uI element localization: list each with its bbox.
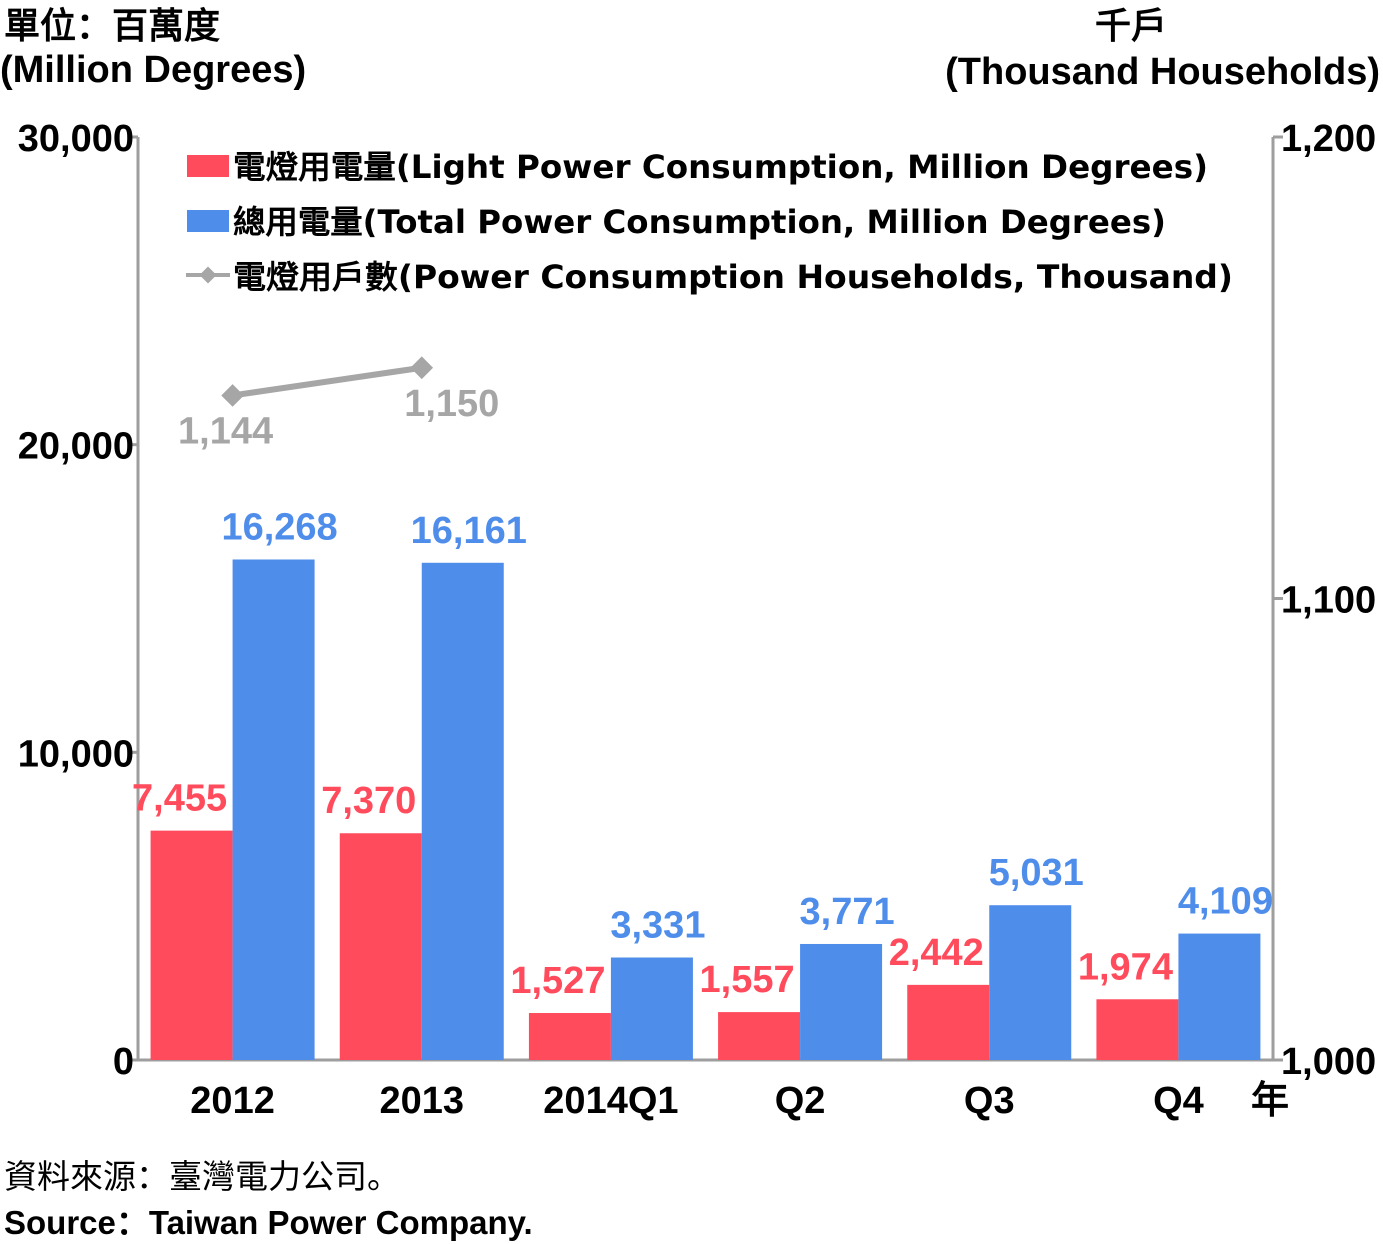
right-tick-label: 1,100 xyxy=(1281,580,1376,622)
households-point xyxy=(410,356,434,380)
x-tick-label: Q3 xyxy=(964,1080,1015,1122)
label-light-consumption: 7,455 xyxy=(132,778,227,820)
households-line xyxy=(221,356,434,407)
source-en: Source：Taiwan Power Company. xyxy=(4,1204,533,1241)
bar-total-consumption xyxy=(1178,933,1261,1060)
label-total-consumption: 16,161 xyxy=(411,510,527,552)
legend: 電燈用電量(Light Power Consumption, Million D… xyxy=(186,148,1233,296)
bar-light-consumption xyxy=(339,833,422,1060)
label-light-consumption: 7,370 xyxy=(321,780,416,822)
bar-light-consumption xyxy=(718,1012,801,1060)
right-axis-ticks: 1,000 1,100 1,200 xyxy=(1273,118,1376,1083)
label-households: 1,150 xyxy=(404,383,499,425)
x-axis-labels: 2012 2013 2014Q1 Q2 Q3 Q4 xyxy=(190,1080,1203,1122)
legend-label-households: 電燈用戶數(Power Consumption Households, Thou… xyxy=(233,258,1233,296)
right-tick-label: 1,200 xyxy=(1281,118,1376,160)
label-total-consumption: 5,031 xyxy=(989,852,1084,894)
x-axis-suffix: 年 xyxy=(1251,1078,1289,1122)
bar-total-consumption xyxy=(610,957,693,1060)
x-tick-label: 2012 xyxy=(190,1080,275,1122)
label-households: 1,144 xyxy=(178,410,273,452)
x-tick-label: Q2 xyxy=(775,1080,826,1122)
legend-label-total: 總用電量(Total Power Consumption, Million De… xyxy=(233,203,1166,241)
left-axis-ticks: 0 10,000 20,000 30,000 xyxy=(18,118,138,1083)
label-total-consumption: 3,331 xyxy=(610,905,705,947)
x-tick-label: 2013 xyxy=(379,1080,464,1122)
bar-total-consumption xyxy=(989,905,1072,1060)
x-tick-label: 2014Q1 xyxy=(543,1080,678,1122)
left-tick-label: 30,000 xyxy=(18,118,134,160)
bar-total-consumption xyxy=(232,559,315,1060)
bar-light-consumption xyxy=(907,984,990,1060)
label-light-consumption: 1,557 xyxy=(700,959,795,1001)
x-tick-label: Q4 xyxy=(1153,1080,1204,1122)
label-light-consumption: 1,527 xyxy=(510,960,605,1002)
bar-total-consumption xyxy=(421,562,504,1060)
households-point xyxy=(221,384,244,407)
bar-light-consumption xyxy=(1096,999,1179,1060)
source-zh: 資料來源：臺灣電力公司。 xyxy=(4,1157,400,1196)
right-tick-label: 1,000 xyxy=(1281,1041,1376,1083)
label-light-consumption: 1,974 xyxy=(1078,946,1173,988)
right-axis-unit-zh: 千戶 xyxy=(1095,6,1167,47)
bar-total-consumption xyxy=(800,943,883,1060)
left-tick-label: 20,000 xyxy=(18,426,134,468)
legend-label-light: 電燈用電量(Light Power Consumption, Million D… xyxy=(233,148,1208,186)
left-axis-unit-en: (Million Degrees) xyxy=(0,49,306,91)
left-tick-label: 10,000 xyxy=(18,733,134,775)
label-light-consumption: 2,442 xyxy=(889,932,984,974)
legend-swatch-light xyxy=(187,155,229,177)
households-line-path xyxy=(232,364,423,399)
left-tick-label: 0 xyxy=(113,1041,134,1083)
bars xyxy=(150,559,1261,1060)
bar-light-consumption xyxy=(528,1013,611,1060)
right-axis-unit-en: (Thousand Households) xyxy=(945,51,1380,93)
left-axis-unit-zh: 單位：百萬度 xyxy=(4,6,220,47)
legend-swatch-total xyxy=(187,210,229,232)
label-total-consumption: 16,268 xyxy=(221,506,337,548)
bar-light-consumption xyxy=(150,830,233,1060)
legend-marker-households xyxy=(199,266,217,284)
label-total-consumption: 3,771 xyxy=(800,891,895,933)
label-total-consumption: 4,109 xyxy=(1178,881,1273,923)
